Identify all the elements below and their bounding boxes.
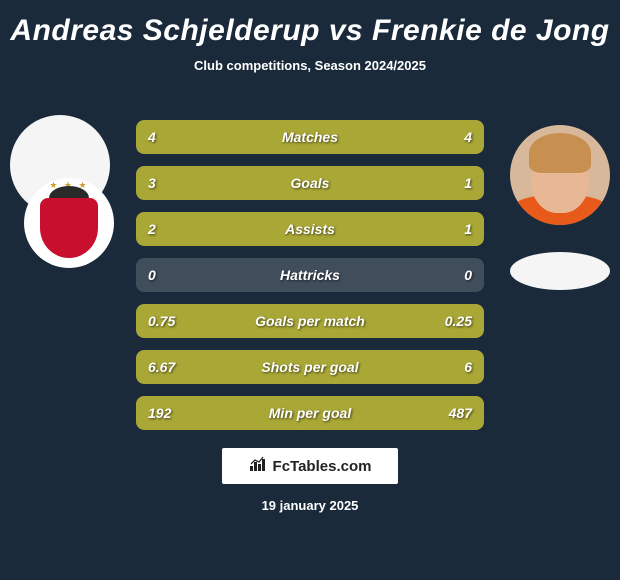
stat-value-right: 0.25	[445, 304, 472, 338]
portrait-hair-icon	[529, 133, 591, 173]
stat-label: Goals per match	[136, 304, 484, 338]
stat-value-right: 4	[464, 120, 472, 154]
stat-label: Min per goal	[136, 396, 484, 430]
stat-row: 192Min per goal487	[136, 396, 484, 430]
stat-value-right: 487	[449, 396, 472, 430]
brand-chart-icon	[249, 456, 267, 476]
brand-text: FcTables.com	[273, 458, 372, 475]
stat-row: 3Goals1	[136, 166, 484, 200]
date-text: 19 january 2025	[0, 498, 620, 513]
stat-label: Matches	[136, 120, 484, 154]
stat-row: 0Hattricks0	[136, 258, 484, 292]
player-right-club-badge	[510, 252, 610, 290]
stat-label: Goals	[136, 166, 484, 200]
stat-row: 2Assists1	[136, 212, 484, 246]
player-right-portrait	[510, 125, 610, 225]
stat-value-right: 1	[464, 166, 472, 200]
brand-box: FcTables.com	[222, 448, 398, 484]
stat-value-right: 6	[464, 350, 472, 384]
player-left-club-badge: ★ ★ ★	[24, 178, 114, 268]
stat-label: Hattricks	[136, 258, 484, 292]
page-title: Andreas Schjelderup vs Frenkie de Jong	[0, 0, 620, 48]
stat-row: 4Matches4	[136, 120, 484, 154]
stat-label: Shots per goal	[136, 350, 484, 384]
badge-shield-icon	[40, 198, 98, 258]
stat-value-right: 1	[464, 212, 472, 246]
stat-row: 6.67Shots per goal6	[136, 350, 484, 384]
page-subtitle: Club competitions, Season 2024/2025	[0, 58, 620, 73]
stat-row: 0.75Goals per match0.25	[136, 304, 484, 338]
stat-label: Assists	[136, 212, 484, 246]
stat-value-right: 0	[464, 258, 472, 292]
stats-area: 4Matches4 3Goals1 2Assists1 0Hattricks0 0.75…	[136, 120, 484, 442]
